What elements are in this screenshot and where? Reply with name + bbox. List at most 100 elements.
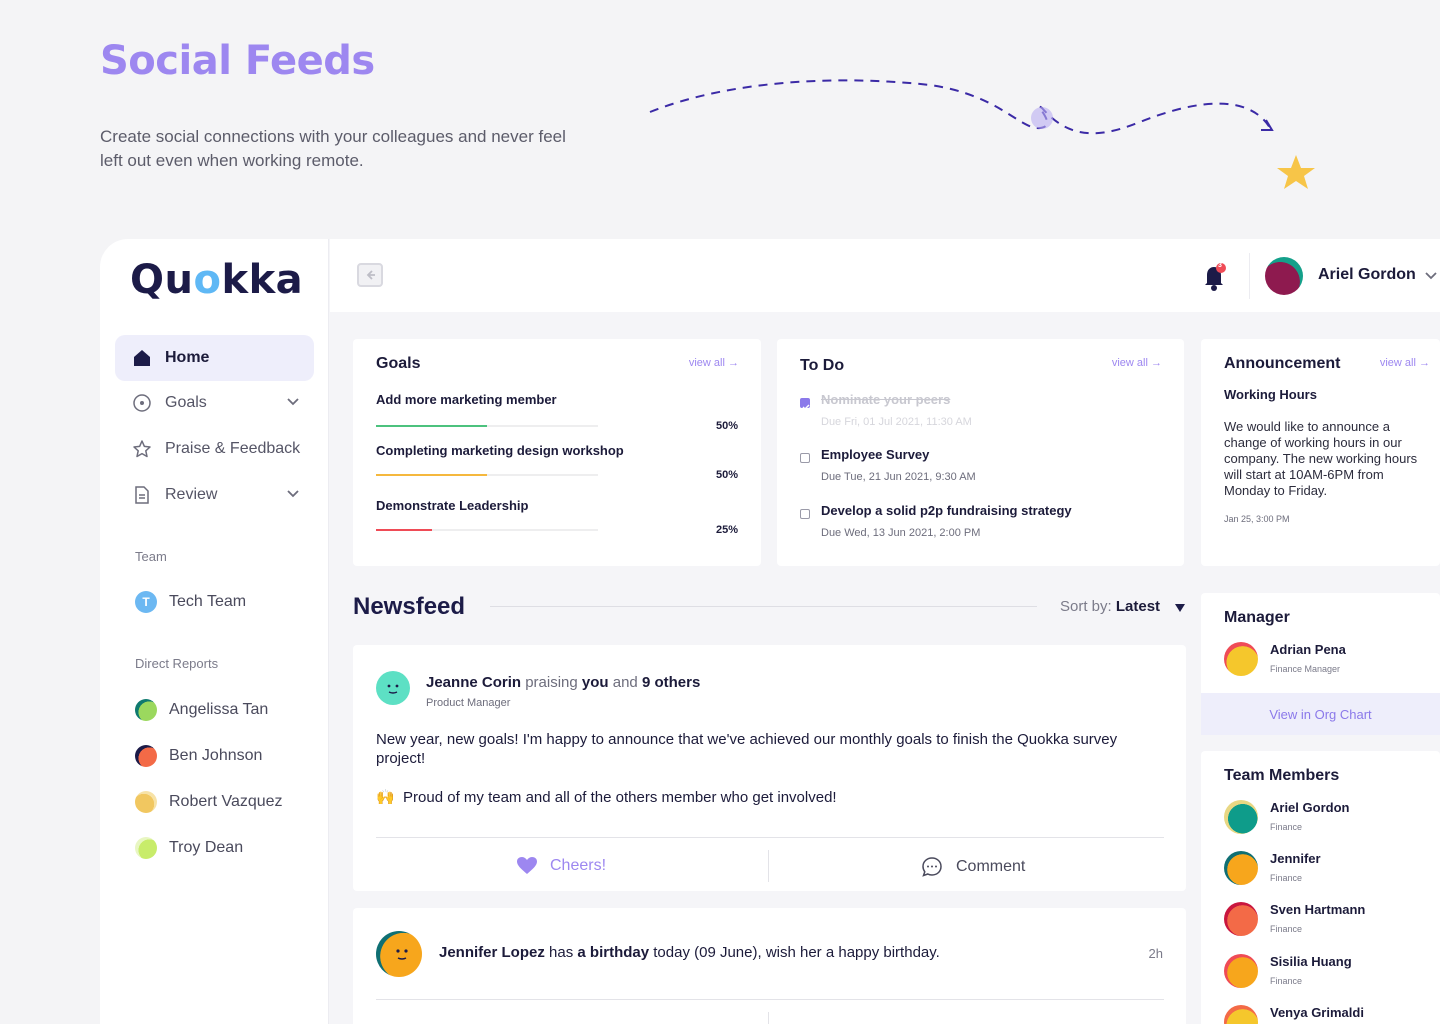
manager-role: Finance Manager	[1270, 664, 1341, 674]
team-members-card: Team Members Ariel Gordon Finance Jennif…	[1201, 751, 1440, 1024]
hero-description: Create social connections with your coll…	[100, 127, 566, 170]
todo-checkbox[interactable]	[800, 509, 810, 519]
page-title: Social Feeds	[100, 38, 375, 84]
comment-icon	[922, 857, 942, 877]
quokka-logo[interactable]: Quokka	[130, 257, 304, 303]
goal-progress-bar	[376, 529, 598, 531]
announcement-card: Announcement view all → Working Hours We…	[1201, 339, 1440, 566]
avatar	[135, 699, 157, 721]
caret-down-icon[interactable]	[1174, 603, 1186, 613]
star-decoration	[1277, 155, 1315, 189]
sidebar-item-praise[interactable]: Praise & Feedback	[115, 426, 314, 472]
member-name: Sisilia Huang	[1270, 954, 1352, 969]
post-card: Jeanne Corin praising you and 9 others P…	[353, 645, 1186, 891]
todo-name: Nominate your peers	[821, 392, 951, 407]
view-org-chart-link[interactable]: View in Org Chart	[1201, 693, 1440, 735]
todo-due: Due Fri, 01 Jul 2021, 11:30 AM	[821, 416, 972, 428]
chevron-down-icon[interactable]	[1424, 269, 1438, 283]
avatar	[135, 745, 157, 767]
divider	[1249, 253, 1250, 299]
member-role: Finance	[1270, 822, 1303, 832]
team-avatar: T	[135, 591, 157, 613]
target-icon	[132, 393, 152, 413]
collapse-sidebar-button[interactable]	[357, 263, 383, 287]
announcement-body: We would like to announce a change of wo…	[1224, 419, 1418, 498]
member-name: Ariel Gordon	[1270, 800, 1350, 815]
document-icon	[132, 485, 152, 505]
newsfeed-title: Newsfeed	[353, 593, 466, 620]
member-role: Finance	[1270, 873, 1303, 883]
divider	[490, 606, 1037, 607]
divider	[768, 1012, 769, 1024]
member-role: Finance	[1270, 976, 1303, 986]
sidebar-item-review[interactable]: Review	[115, 472, 314, 518]
sidebar-item-report[interactable]: Ben Johnson	[135, 745, 262, 767]
sidebar-item-label: Home	[165, 349, 210, 366]
sidebar-item-label: Goals	[165, 394, 207, 411]
avatar	[135, 837, 157, 859]
announcement-subtitle: Working Hours	[1224, 387, 1317, 402]
goal-percent: 50%	[715, 469, 738, 481]
goals-title: Goals	[376, 355, 421, 372]
team-name: Tech Team	[169, 593, 247, 610]
sidebar-item-report[interactable]: Angelissa Tan	[135, 699, 268, 721]
goal-progress-bar	[376, 425, 598, 427]
post-time: 2h	[1148, 946, 1163, 961]
post-body-secondary: 🙌 Proud of my team and all of the others…	[376, 789, 837, 806]
announcement-date: Jan 25, 3:00 PM	[1224, 514, 1290, 524]
avatar	[1224, 642, 1258, 676]
app-window: Quokka Home Goals Praise & Feedback	[100, 239, 1440, 1024]
member-name: Venya Grimaldi	[1270, 1005, 1364, 1020]
sidebar-item-report[interactable]: Troy Dean	[135, 837, 243, 859]
star-icon	[132, 439, 152, 459]
goals-card: Goals view all → Add more marketing memb…	[353, 339, 761, 566]
report-name: Troy Dean	[169, 839, 244, 856]
announcement-view-all-link[interactable]: view all →	[1379, 357, 1430, 369]
sidebar-item-home[interactable]: Home	[115, 335, 314, 381]
heart-icon	[517, 857, 537, 874]
user-avatar[interactable]	[1265, 257, 1303, 295]
check-icon	[802, 404, 810, 411]
cheers-button[interactable]: Cheers!	[516, 856, 606, 876]
chevron-down-icon[interactable]	[286, 395, 300, 409]
sidebar-item-report[interactable]: Robert Vazquez	[135, 791, 283, 813]
avatar	[135, 791, 157, 813]
report-name: Robert Vazquez	[169, 793, 283, 810]
goal-name: Completing marketing design workshop	[376, 443, 624, 458]
manager-card: Manager Adrian Pena Finance Manager View…	[1201, 593, 1440, 735]
todo-title: To Do	[800, 357, 845, 374]
avatar	[1224, 954, 1258, 988]
todo-checkbox[interactable]	[800, 453, 810, 463]
post-body: New year, new goals! I'm happy to announ…	[376, 731, 1118, 767]
goal-percent: 50%	[715, 420, 738, 432]
sort-dropdown[interactable]: Sort by: Latest	[1060, 598, 1161, 615]
post-card: Jennifer Lopez has a birthday today (09 …	[353, 908, 1186, 1024]
home-icon	[132, 348, 152, 368]
divider	[376, 999, 1164, 1000]
member-role: Finance	[1270, 924, 1303, 934]
sidebar-item-tech-team[interactable]: T Tech Team	[135, 591, 246, 613]
sidebar-item-label: Review	[165, 486, 218, 503]
top-bar: 3 Ariel Gordon	[330, 239, 1440, 312]
user-name[interactable]: Ariel Gordon	[1318, 266, 1416, 283]
goal-progress-bar	[376, 474, 598, 476]
avatar	[1224, 1005, 1258, 1024]
dashed-arrow-decoration	[649, 79, 1315, 189]
birthday-post-text: Jennifer Lopez has a birthday today (09 …	[439, 944, 940, 961]
notification-bell-icon[interactable]: 3	[1201, 261, 1229, 298]
comment-button[interactable]: Comment	[921, 856, 1025, 878]
chevron-down-icon[interactable]	[286, 487, 300, 501]
member-name: Sven Hartmann	[1270, 902, 1366, 917]
goal-name: Demonstrate Leadership	[376, 498, 529, 513]
direct-reports-label: Direct Reports	[135, 656, 219, 671]
post-author: Jeanne Corin praising you and 9 others	[426, 674, 701, 691]
raising-hands-icon: 🙌	[376, 789, 395, 806]
sidebar-item-goals[interactable]: Goals	[115, 380, 314, 426]
todo-checkbox[interactable]	[800, 398, 810, 411]
divider	[768, 850, 769, 882]
report-name: Ben Johnson	[169, 747, 263, 764]
avatar	[376, 671, 410, 705]
goals-view-all-link[interactable]: view all →	[688, 357, 739, 369]
avatar	[1224, 800, 1258, 834]
todo-view-all-link[interactable]: view all →	[1111, 357, 1162, 369]
